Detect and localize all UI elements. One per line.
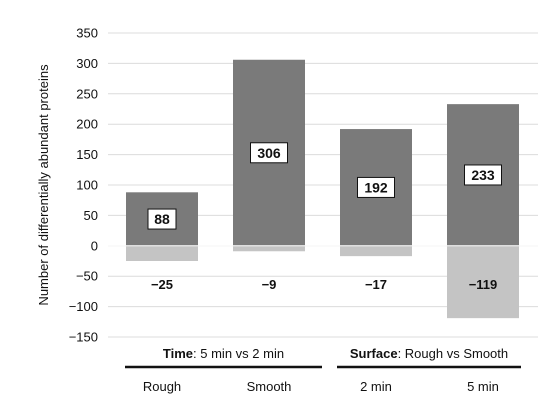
x-category-label: Rough [143,379,181,394]
data-label-negative: −119 [469,277,498,292]
data-label-box [464,164,502,186]
y-tick-label: 150 [76,147,98,162]
data-label-positive: 233 [471,167,495,183]
x-category-label: 5 min [467,379,499,394]
data-label-negative: −9 [262,277,277,292]
y-tick-label: 100 [76,178,98,193]
group-title: Surface: Rough vs Smooth [350,346,508,361]
y-tick-label: −100 [69,299,98,314]
data-label-box [357,176,395,198]
group-title-bold: Surface [350,346,398,361]
bar-negative [340,245,412,257]
data-label-positive: 88 [154,211,170,227]
y-tick-label: 300 [76,56,98,71]
y-tick-label: 0 [91,238,98,253]
bar-negative [447,245,519,319]
y-tick-label: 200 [76,117,98,132]
data-label-negative: −25 [151,277,173,292]
data-label-positive: 192 [364,179,388,195]
y-tick-label: −50 [76,269,98,284]
bar-negative [233,245,305,252]
y-axis-label: Number of differentially abundant protei… [36,64,51,306]
group-title-bold: Time [163,346,193,361]
x-category-label: 2 min [360,379,392,394]
data-label-box [147,208,177,230]
group-title-rest: : 5 min vs 2 min [193,346,284,361]
y-tick-label: −150 [69,330,98,345]
group-title-rest: : Rough vs Smooth [398,346,509,361]
data-label-box [250,142,288,164]
group-title: Time: 5 min vs 2 min [163,346,284,361]
y-tick-label: 350 [76,26,98,41]
x-category-label: Smooth [247,379,292,394]
y-tick-label: 250 [76,86,98,101]
bar-negative [126,245,198,261]
data-label-negative: −17 [365,277,387,292]
y-tick-label: 50 [84,208,98,223]
data-label-positive: 306 [257,145,281,161]
